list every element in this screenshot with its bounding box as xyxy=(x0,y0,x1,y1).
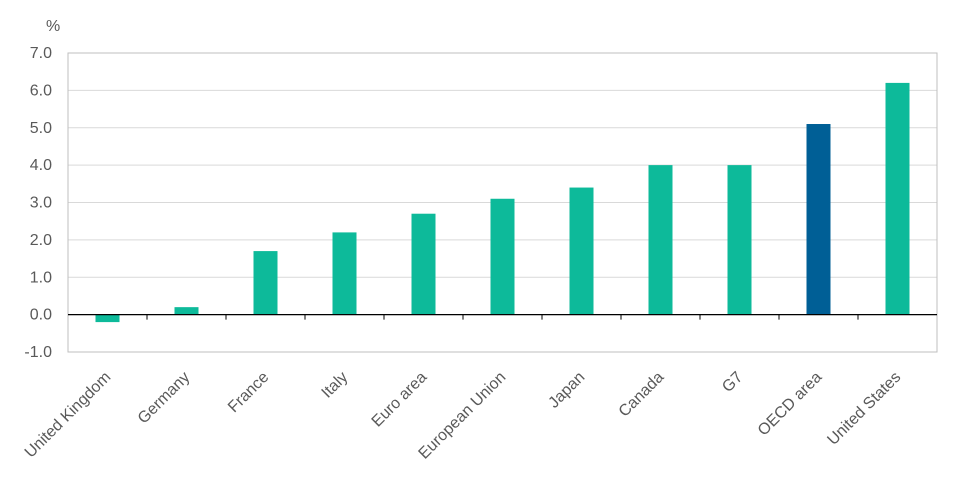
x-category-label: Euro area xyxy=(369,369,431,431)
bar-japan xyxy=(569,187,594,315)
bar-oecd-area xyxy=(806,124,831,315)
y-tick-label: 1.0 xyxy=(30,269,52,286)
x-category-label: Japan xyxy=(545,369,588,412)
bar-united-kingdom xyxy=(95,314,120,323)
bar-france xyxy=(253,251,278,315)
y-tick-label: 2.0 xyxy=(30,232,52,249)
x-category-label: Canada xyxy=(616,369,668,421)
y-tick-label: 3.0 xyxy=(30,195,52,212)
x-category-label: United Kingdom xyxy=(22,369,115,462)
y-tick-label: 4.0 xyxy=(30,157,52,174)
category-ticks xyxy=(146,314,859,320)
bar-germany xyxy=(174,307,199,315)
bar-european-union xyxy=(490,198,515,315)
x-axis-category-labels: United Kingdom Germany France Italy Euro are… xyxy=(22,369,905,463)
y-tick-label: 0.0 xyxy=(30,307,52,324)
x-category-label: United States xyxy=(824,369,904,449)
bar-canada xyxy=(648,165,673,315)
y-tick-label: -1.0 xyxy=(24,344,52,361)
y-axis-unit-label: % xyxy=(46,18,60,35)
bar-united-states xyxy=(885,82,910,315)
y-tick-label: 6.0 xyxy=(30,82,52,99)
y-tick-label: 5.0 xyxy=(30,120,52,137)
bar-g7 xyxy=(727,165,752,315)
plot-frame xyxy=(67,52,938,353)
x-category-label: Italy xyxy=(319,369,352,402)
x-category-label: OECD area xyxy=(755,369,826,440)
x-category-label: European Union xyxy=(416,369,510,463)
x-category-label: Germany xyxy=(135,369,194,428)
y-axis-tick-labels: -1.0 0.0 1.0 2.0 3.0 4.0 5.0 6.0 7.0 xyxy=(24,45,52,361)
bar-euro-area xyxy=(411,213,436,315)
x-category-label: France xyxy=(225,369,272,416)
x-category-label: G7 xyxy=(719,369,746,396)
y-tick-label: 7.0 xyxy=(30,45,52,62)
bars xyxy=(95,82,910,323)
bar-italy xyxy=(332,232,357,315)
